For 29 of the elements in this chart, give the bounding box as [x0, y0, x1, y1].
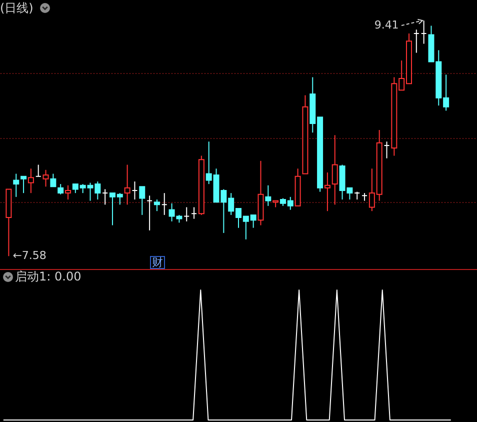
candlestick — [332, 134, 338, 206]
candlestick — [13, 173, 20, 198]
candlestick — [420, 20, 427, 44]
candlestick — [384, 141, 390, 159]
candlestick — [50, 173, 56, 188]
chart-title: (日线) — [0, 1, 34, 15]
annotation: ←7.58 — [12, 249, 46, 262]
candlestick — [191, 206, 198, 220]
candlestick — [324, 172, 330, 212]
candlestick — [139, 186, 146, 216]
tag-box: 财 — [150, 256, 165, 269]
candlestick — [20, 176, 27, 194]
candlestick — [146, 195, 153, 231]
candlestick — [35, 164, 42, 177]
candlestick — [124, 164, 130, 206]
candlestick — [265, 184, 272, 206]
candlestick — [42, 169, 49, 188]
candlestick — [28, 168, 34, 194]
candlestick — [65, 184, 72, 200]
candlestick — [154, 199, 160, 212]
candlestick — [184, 206, 190, 222]
candlestick — [132, 180, 138, 200]
candlestick — [102, 188, 108, 206]
chart-title: 启动1: 0.00 — [15, 270, 82, 284]
candlestick — [362, 192, 368, 202]
candlestick — [161, 192, 168, 216]
annotation: 9.41 — [374, 18, 399, 32]
candlestick — [58, 184, 64, 195]
candlestick — [413, 29, 420, 54]
